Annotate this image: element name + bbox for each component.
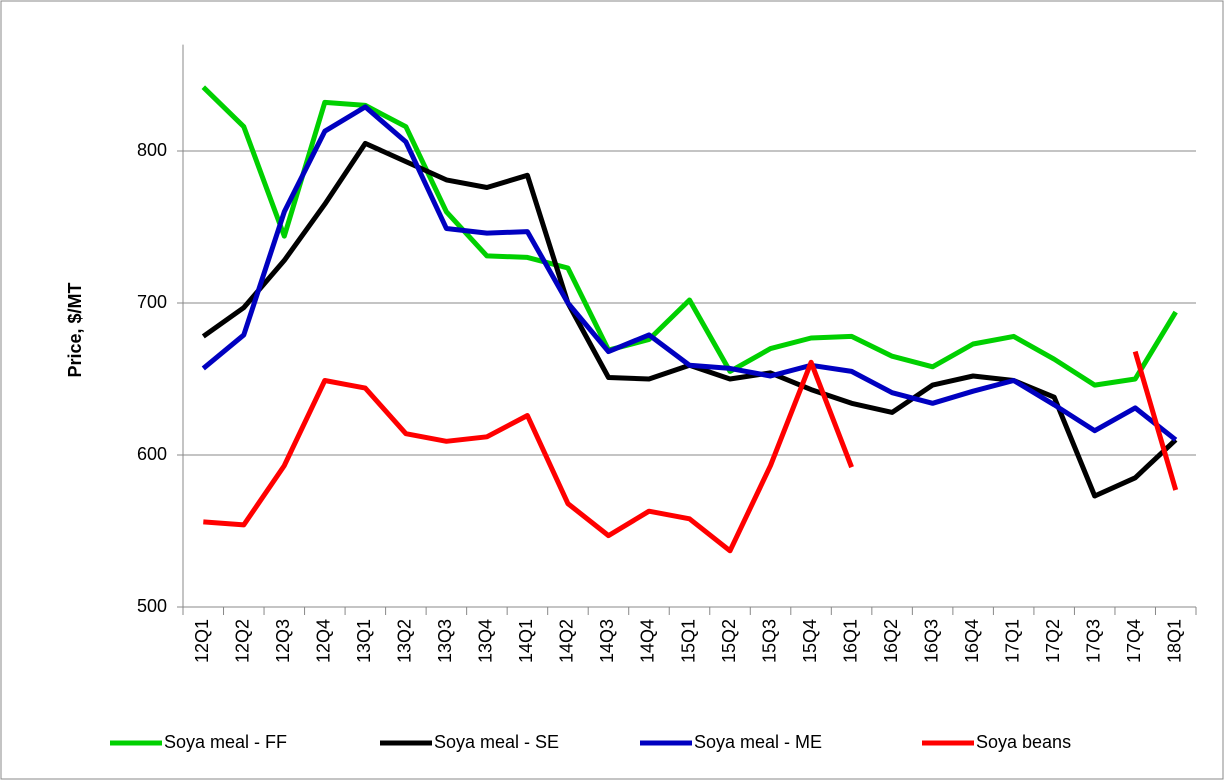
x-tick-label: 13Q3 xyxy=(435,619,455,663)
x-tick-label: 13Q2 xyxy=(395,619,415,663)
x-tick-label: 12Q1 xyxy=(192,619,212,663)
x-tick-label: 16Q2 xyxy=(881,619,901,663)
x-tick-label: 17Q3 xyxy=(1083,619,1103,663)
x-tick-label: 12Q2 xyxy=(233,619,253,663)
x-tick-label: 12Q4 xyxy=(314,619,334,663)
x-tick-label: 12Q3 xyxy=(273,619,293,663)
x-tick-label: 14Q1 xyxy=(516,619,536,663)
x-tick-label: 14Q4 xyxy=(638,619,658,663)
y-tick-label: 500 xyxy=(137,596,167,616)
series-line xyxy=(201,104,1178,442)
x-tick-label: 14Q3 xyxy=(597,619,617,663)
x-tick-label: 16Q3 xyxy=(921,619,941,663)
x-tick-label: 14Q2 xyxy=(557,619,577,663)
x-tick-label: 13Q4 xyxy=(476,619,496,663)
x-tick-label: 15Q4 xyxy=(800,619,820,663)
series-line xyxy=(203,350,1179,554)
y-tick-label: 600 xyxy=(137,444,167,464)
x-tick-label: 16Q4 xyxy=(962,619,982,663)
x-tick-label: 16Q1 xyxy=(840,619,860,663)
x-tick-label: 15Q3 xyxy=(759,619,779,663)
x-tick-label: 13Q1 xyxy=(354,619,374,663)
legend-label: Soya meal - SE xyxy=(434,732,559,752)
y-tick-label: 700 xyxy=(137,292,167,312)
x-tick-label: 17Q1 xyxy=(1002,619,1022,663)
y-tick-label: 800 xyxy=(137,140,167,160)
x-tick-label: 15Q1 xyxy=(678,619,698,663)
x-tick-label: 17Q2 xyxy=(1043,619,1063,663)
legend-label: Soya meal - FF xyxy=(164,732,287,752)
x-tick-label: 17Q4 xyxy=(1124,619,1144,663)
x-tick-label: 15Q2 xyxy=(719,619,739,663)
legend-label: Soya meal - ME xyxy=(694,732,822,752)
y-axis-title: Price, $/MT xyxy=(65,282,85,377)
legend-label: Soya beans xyxy=(976,732,1071,752)
x-tick-label: 18Q1 xyxy=(1164,619,1184,663)
